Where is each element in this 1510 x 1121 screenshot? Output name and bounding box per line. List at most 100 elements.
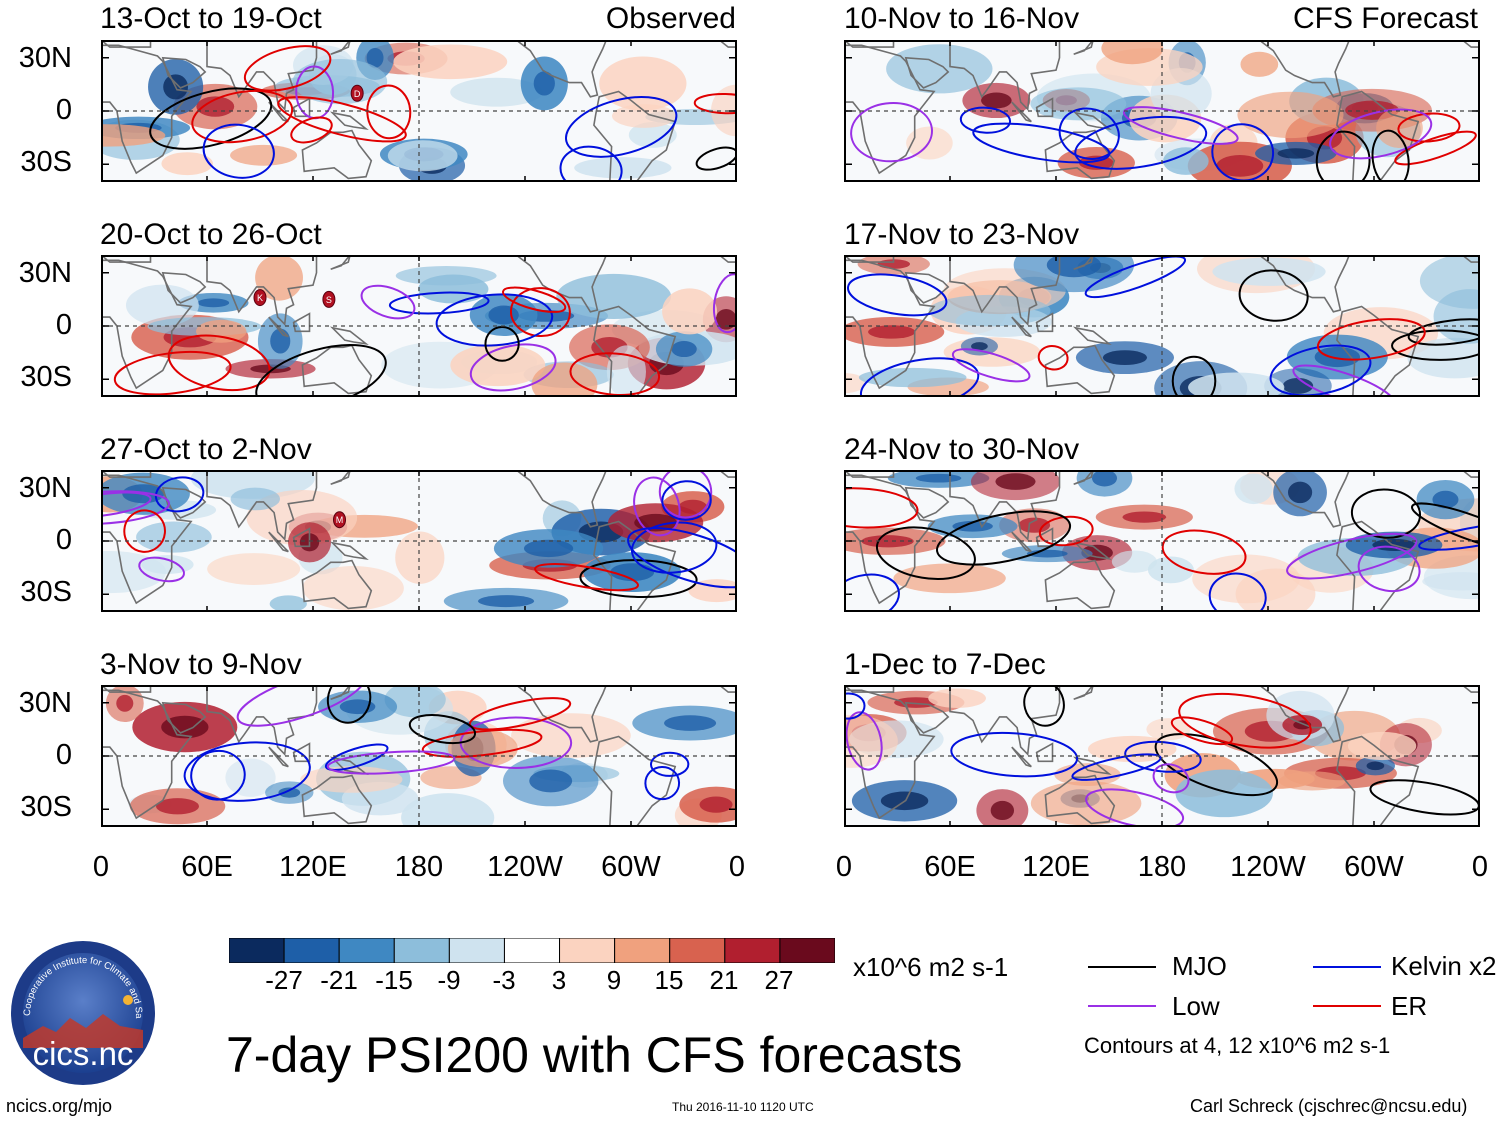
wave-contour <box>1023 685 1065 727</box>
map-border <box>101 685 737 827</box>
footer-url[interactable]: ncics.org/mjo <box>6 1096 113 1116</box>
anomaly-shading <box>1279 771 1346 791</box>
anomaly-shading <box>711 84 737 137</box>
anomaly-shading <box>1175 769 1273 818</box>
wave-contour <box>290 116 333 144</box>
wave-contour <box>644 765 681 801</box>
legend-label-kelvin: Kelvin x2 <box>1391 951 1497 981</box>
colorbar-swatch <box>724 938 781 963</box>
colorbar-swatch <box>448 938 505 963</box>
colorbar-swatch <box>393 938 450 963</box>
anomaly-shading <box>533 71 555 96</box>
wave-contour <box>875 526 976 580</box>
wave-contour <box>959 106 1012 134</box>
coastline <box>1257 255 1351 313</box>
coastline <box>718 255 737 263</box>
wave-contour <box>183 741 311 802</box>
anomaly-shading <box>928 688 986 708</box>
wave-contour <box>1058 107 1120 160</box>
colorbar-label: -3 <box>492 965 516 995</box>
anomaly-shading <box>1237 91 1344 139</box>
storm-marker-letter: D <box>354 89 361 99</box>
anomaly-shading <box>990 800 1015 821</box>
coastline <box>904 56 950 89</box>
wave-contour <box>326 750 456 775</box>
observed-label: Observed <box>605 2 736 35</box>
coastline <box>593 305 677 397</box>
anomaly-shading <box>612 104 677 128</box>
wave-contour <box>1211 123 1275 182</box>
wave-contour <box>844 573 900 612</box>
wave-contour <box>123 509 166 553</box>
colorbar-swatch <box>283 938 340 963</box>
lat-label-eq-row4: 0 <box>55 739 72 771</box>
map-panel-1: D <box>101 40 737 182</box>
anomaly-shading <box>230 144 298 166</box>
wave-contour <box>658 470 713 519</box>
anomaly-shading <box>1216 155 1264 177</box>
wave-contour <box>579 559 698 599</box>
colorbar-swatch <box>503 938 561 963</box>
panel-title-2: 20-Oct to 26-Oct <box>100 218 322 251</box>
legend-label-mjo: MJO <box>1172 951 1227 981</box>
coastline <box>514 470 608 528</box>
anomaly-shading <box>116 694 134 712</box>
coastline <box>268 531 289 553</box>
lat-label-30s-row3: 30S <box>20 576 72 608</box>
colorbar-swatch <box>614 938 671 963</box>
coastline <box>330 685 351 700</box>
wave-contour <box>138 556 186 583</box>
map-border <box>844 255 1480 397</box>
anomaly-shading <box>255 255 303 301</box>
coastline <box>161 486 207 519</box>
coastline <box>161 271 207 304</box>
anomaly-shading <box>196 96 235 117</box>
anomaly-shading <box>161 152 213 176</box>
wave-contour <box>1171 355 1217 397</box>
anomaly-shading <box>1240 51 1279 77</box>
wave-contour <box>502 286 567 313</box>
anomaly-shading <box>450 344 546 387</box>
anomaly-shading <box>141 555 194 575</box>
lat-label-eq-row2: 0 <box>55 309 72 341</box>
coastline <box>844 40 895 48</box>
anomaly-shading <box>529 769 573 793</box>
wave-contour <box>1315 130 1371 182</box>
coastline <box>161 701 207 734</box>
coastline <box>1461 40 1480 48</box>
coastline <box>844 689 936 820</box>
wave-contour <box>421 728 543 758</box>
wave-contour <box>360 284 416 320</box>
anomaly-shading <box>688 579 737 603</box>
anomaly-shading <box>196 319 247 343</box>
wave-contour <box>1122 106 1239 145</box>
coastline <box>1073 255 1094 270</box>
lon-label-360-right: 0 <box>1471 851 1489 883</box>
coastline <box>301 344 373 395</box>
coastline <box>1044 559 1116 610</box>
lat-label-30n-row4: 30N <box>18 687 72 719</box>
coastline <box>206 685 318 756</box>
wave-contour <box>951 348 1031 383</box>
anomaly-shading <box>1091 470 1118 487</box>
anomaly-shading <box>952 520 993 532</box>
map-border <box>101 470 737 612</box>
wave-contour <box>534 563 639 592</box>
coastline <box>1035 97 1054 118</box>
colorbar-swatch <box>338 938 395 963</box>
anomaly-shading <box>1314 346 1361 368</box>
anomaly-shading <box>1102 350 1148 366</box>
wave-contour <box>1411 502 1480 553</box>
lon-label-60e-right: 60E <box>924 851 976 883</box>
wave-contour <box>1208 572 1267 612</box>
wave-contour <box>936 510 1072 566</box>
wave-contour <box>1397 112 1461 143</box>
cics-logo: Cooperative Institute for Climate and Sa… <box>8 938 155 1085</box>
anomaly-shading <box>478 595 535 608</box>
lat-label-30n-row3: 30N <box>18 472 72 504</box>
lat-label-30s-row4: 30S <box>20 791 72 823</box>
map-panel-3: M <box>101 470 737 612</box>
map-border <box>101 255 737 397</box>
wave-contour <box>1071 753 1162 781</box>
wave-contour <box>1124 740 1202 773</box>
